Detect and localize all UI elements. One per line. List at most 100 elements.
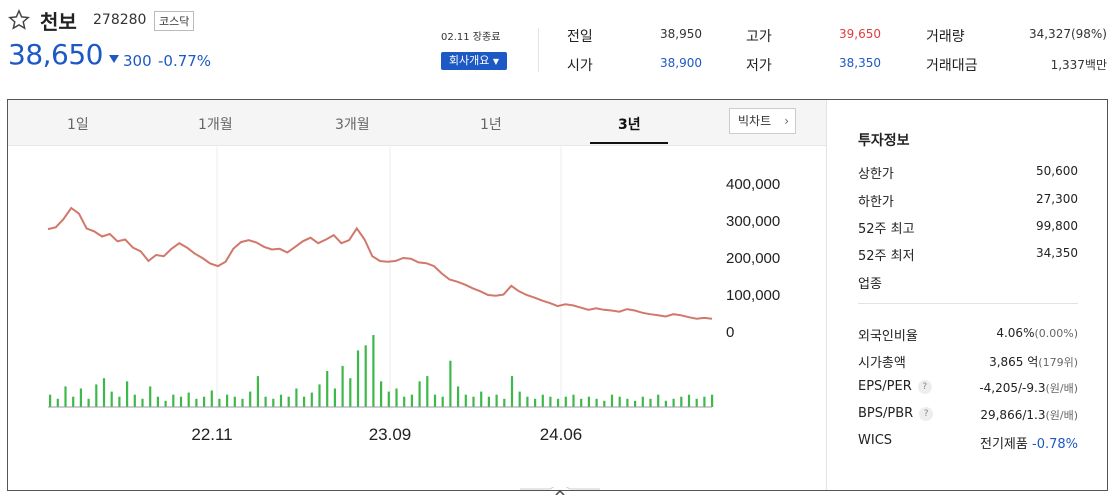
volume-bar — [395, 388, 398, 407]
volume-bar — [526, 396, 529, 407]
investment-info: 투자정보 상한가 50,600 하한가 27,300 52주 최고 99,800… — [827, 100, 1107, 490]
volume-bar — [179, 396, 183, 407]
info-divider — [858, 303, 1078, 304]
foreign-ratio-label: 외국인비율 — [858, 329, 918, 344]
price-volume-chart: 400,000 300,000 200,000 100,000 0 22.11 23.09 2… — [47, 147, 780, 444]
tab-3y[interactable]: 3년 — [618, 117, 641, 133]
wics-sector[interactable]: 전기제품 — [980, 437, 1028, 452]
eps-per: -4,205/-9.3 — [979, 381, 1046, 395]
tab-1d[interactable]: 1일 — [67, 117, 89, 133]
tab-1m[interactable]: 1개월 — [198, 117, 233, 133]
tab-3m[interactable]: 3개월 — [335, 117, 370, 133]
volume-bar — [241, 398, 244, 407]
volume-bar — [464, 394, 467, 407]
trade-value-label: 거래대금 — [926, 58, 978, 74]
volume-bar — [287, 396, 290, 407]
volume-bar — [634, 400, 637, 407]
volume-bar — [149, 386, 152, 407]
volume-bar — [272, 398, 275, 407]
volume-bar — [626, 398, 629, 407]
x-tick-label: 23.09 — [369, 425, 412, 444]
chart-panel: 1일 1개월 3개월 1년 3년 빅차트 › 400,000 300,000 200… — [7, 99, 1108, 491]
collapse-caret-icon[interactable] — [520, 487, 600, 495]
volume-bar — [264, 396, 267, 407]
volume-bar — [403, 396, 406, 407]
upper-limit-value: 50,600 — [1036, 164, 1078, 178]
trade-value-value: 1,337백만 — [1050, 58, 1107, 72]
volume-bar — [95, 384, 98, 407]
market-status-date: 02.11 장종료 — [441, 32, 501, 43]
y-tick-label: 200,000 — [726, 250, 780, 267]
volume-bar — [664, 400, 667, 407]
volume-bar — [326, 371, 329, 407]
volume-bar — [433, 394, 437, 407]
high-label: 고가 — [746, 29, 772, 45]
panel-divider — [826, 100, 827, 490]
market-cap-rank: (179위) — [1038, 356, 1078, 369]
lower-limit-label: 하한가 — [858, 195, 894, 210]
price-change: 300 — [123, 52, 152, 70]
volume-bar — [195, 398, 198, 407]
volume-bar — [541, 394, 544, 407]
y-tick-label: 100,000 — [726, 287, 780, 304]
volume-bar — [295, 388, 298, 407]
foreign-ratio-value: 4.06%(0.00%) — [996, 326, 1078, 340]
stock-name: 천보 — [40, 10, 77, 34]
volume-bar — [680, 396, 683, 407]
volume-bar — [649, 398, 652, 407]
volume-bar — [356, 350, 360, 407]
bps-pbr: 29,866/1.3 — [980, 408, 1046, 422]
volume-bar — [595, 398, 598, 407]
volume-bar — [703, 396, 706, 407]
volume-bar — [110, 391, 113, 407]
volume-bar — [87, 398, 90, 407]
company-overview-label: 회사개요 — [448, 54, 490, 67]
volume-bar — [372, 335, 375, 407]
volume-bar — [387, 391, 390, 407]
volume-bar — [256, 376, 259, 407]
volume-bar — [480, 391, 483, 407]
volume-bar — [333, 388, 336, 407]
eps-per-label: EPS/PER? — [858, 379, 932, 394]
volume-bar — [426, 376, 429, 407]
big-chart-label: 빅차트 — [738, 114, 772, 128]
volume-bar — [56, 398, 59, 407]
sector-label: 업종 — [858, 277, 882, 292]
volume-bar — [233, 396, 236, 407]
question-icon[interactable]: ? — [917, 379, 932, 394]
volume-bar — [449, 360, 452, 407]
volume-bar — [641, 396, 644, 407]
company-overview-button[interactable]: 회사개요 ▼ — [441, 52, 507, 70]
star-outline-icon[interactable] — [8, 9, 30, 31]
high-value: 39,650 — [839, 27, 881, 41]
volume-bar — [187, 392, 190, 407]
volume-bar — [164, 400, 167, 407]
volume-bar — [126, 381, 129, 407]
big-chart-button[interactable]: 빅차트 › — [729, 108, 796, 134]
week52-high-value: 99,800 — [1036, 219, 1078, 233]
week52-low-label: 52주 최저 — [858, 249, 915, 264]
week52-high-label: 52주 최고 — [858, 222, 915, 237]
caret-down-icon: ▼ — [492, 57, 500, 66]
bps-pbr-unit: (원/배) — [1045, 409, 1078, 422]
volume-value: 34,327(98%) — [1028, 27, 1107, 41]
question-icon[interactable]: ? — [919, 406, 934, 421]
volume-bar — [610, 394, 614, 407]
volume-bar — [418, 381, 421, 407]
price-line — [47, 206, 713, 320]
volume-bar — [118, 396, 121, 407]
market-cap-unit: 억 — [1027, 355, 1039, 369]
volume-bar — [226, 394, 229, 407]
volume-bar — [349, 378, 352, 407]
tab-1y[interactable]: 1년 — [480, 117, 502, 133]
volume-bar — [580, 398, 583, 407]
stock-header: 천보 278280 코스닥 38,650 300 -0.77% 02.11 장종… — [0, 0, 1118, 95]
volume-bar — [172, 394, 175, 407]
wics-value: 전기제품 -0.78% — [980, 433, 1078, 452]
open-label: 시가 — [567, 58, 593, 74]
volume-bar — [441, 396, 444, 407]
volume-bar — [341, 365, 344, 407]
x-tick-label: 22.11 — [191, 425, 232, 444]
chevron-right-icon: › — [784, 114, 789, 128]
wics-change: -0.78% — [1032, 437, 1078, 452]
